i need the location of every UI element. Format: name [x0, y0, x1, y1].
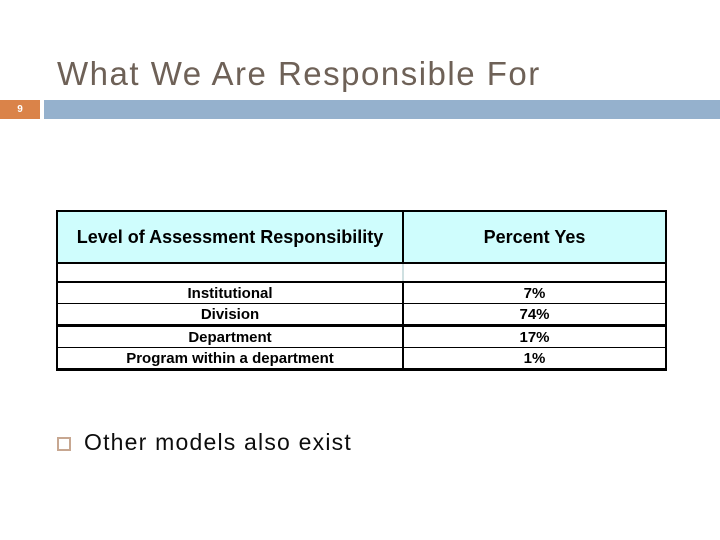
bullet-text: Other models also exist — [84, 429, 352, 455]
table-row: Institutional 7% — [57, 282, 666, 304]
table-row: Department 17% — [57, 325, 666, 348]
square-bullet-icon — [57, 437, 71, 451]
table-header-level: Level of Assessment Responsibility — [57, 211, 404, 264]
assessment-table-container: Level of Assessment Responsibility Perce… — [56, 210, 667, 371]
accent-band — [44, 100, 720, 119]
row-label: Department — [57, 325, 404, 348]
table-row: Program within a department 1% — [57, 347, 666, 370]
row-value: 7% — [403, 282, 666, 304]
row-label: Division — [57, 303, 404, 327]
row-value: 17% — [403, 325, 666, 348]
row-value: 74% — [403, 303, 666, 327]
row-label: Program within a department — [57, 347, 404, 370]
page-number: 9 — [17, 104, 23, 115]
row-label: Institutional — [57, 282, 404, 304]
spacer-cell — [403, 263, 666, 283]
row-value: 1% — [523, 349, 546, 367]
spacer-cell — [57, 263, 404, 283]
table-header-percent: Percent Yes — [403, 211, 666, 264]
assessment-table: Level of Assessment Responsibility Perce… — [56, 210, 667, 371]
table-spacer-row — [57, 263, 666, 283]
table-header-row: Level of Assessment Responsibility Perce… — [57, 211, 666, 264]
slide-title: What We Are Responsible For — [57, 55, 541, 93]
bullet-line: Other models also exist — [57, 429, 352, 456]
table-row: Division 74% — [57, 303, 666, 327]
page-number-box: 9 — [0, 100, 40, 119]
